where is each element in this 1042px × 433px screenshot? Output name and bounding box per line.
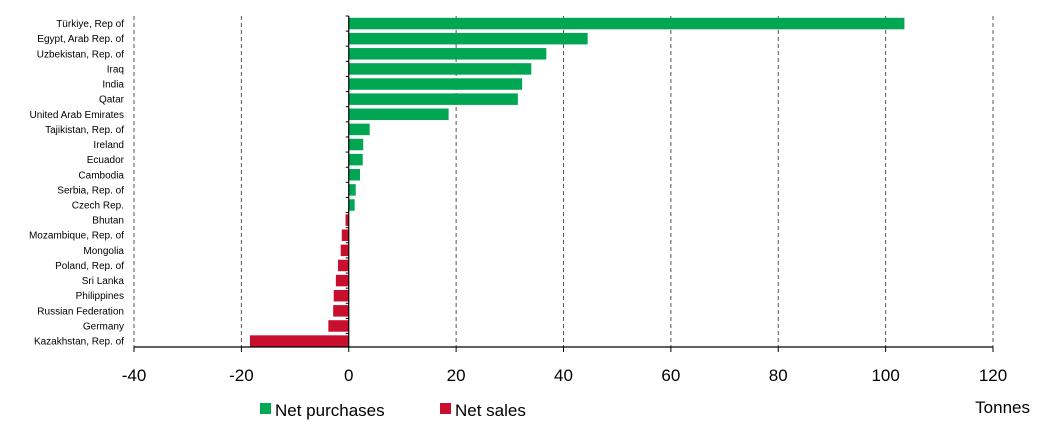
legend-label-0: Net purchases [275, 401, 385, 420]
x-axis-unit-label: Tonnes [975, 398, 1030, 417]
x-tick-labels: -40 -20 0 20 40 60 80 100 120 [122, 366, 1007, 385]
category-label-1: Egypt, Arab Rep. of [37, 34, 124, 45]
category-label-12: Czech Rep. [72, 201, 124, 212]
x-tick-label-0: -40 [122, 366, 147, 385]
axes [133, 15, 994, 352]
x-tick-label-6: 80 [769, 366, 788, 385]
bar-21 [249, 335, 349, 347]
bar-5 [348, 93, 518, 105]
bar-0 [348, 17, 905, 30]
legend-swatch-0 [260, 403, 271, 414]
bar-18 [333, 289, 349, 302]
legend-swatch-1 [440, 403, 451, 414]
category-label-14: Mozambique, Rep. of [29, 231, 124, 242]
bar-15 [340, 244, 349, 257]
bar-8 [348, 138, 364, 151]
gridlines [133, 16, 994, 347]
legend-label-1: Net sales [455, 401, 526, 420]
x-tick-label-8: 120 [979, 366, 1007, 385]
bar-3 [348, 63, 532, 75]
bar-12 [348, 199, 355, 211]
category-label-11: Serbia, Rep. of [57, 185, 124, 196]
x-tick-label-3: 20 [447, 366, 466, 385]
category-label-8: Ireland [93, 140, 124, 151]
bar-19 [333, 305, 349, 317]
category-label-21: Kazakhstan, Rep. of [34, 337, 124, 348]
bar-4 [348, 78, 523, 90]
bar-20 [328, 320, 349, 332]
category-label-15: Mongolia [83, 246, 124, 257]
bar-6 [348, 108, 449, 121]
category-label-10: Cambodia [78, 170, 124, 181]
category-label-5: Qatar [99, 95, 125, 106]
x-tick-label-5: 60 [661, 366, 680, 385]
category-label-17: Sri Lanka [82, 276, 125, 287]
bar-10 [348, 169, 361, 181]
bar-17 [335, 274, 349, 287]
category-label-6: United Arab Emirates [30, 110, 125, 121]
bar-2 [348, 48, 547, 60]
bar-9 [348, 153, 363, 166]
category-label-0: Türkiye, Rep of [56, 19, 124, 30]
bars [249, 17, 905, 347]
category-labels: Türkiye, Rep of Egypt, Arab Rep. of Uzbeki… [29, 19, 125, 348]
x-tick-label-4: 40 [554, 366, 573, 385]
category-label-20: Germany [83, 321, 124, 332]
bar-13 [345, 214, 349, 226]
category-label-3: Iraq [107, 64, 124, 75]
x-tick-label-2: 0 [344, 366, 353, 385]
x-tick-label-1: -20 [229, 366, 254, 385]
category-label-7: Tajikistan, Rep. of [45, 125, 124, 136]
bar-16 [338, 259, 349, 272]
bar-1 [348, 32, 588, 45]
x-tick-label-7: 100 [871, 366, 899, 385]
legend: Net purchases Net sales [260, 401, 526, 420]
category-label-13: Bhutan [92, 216, 124, 227]
category-label-16: Poland, Rep. of [55, 261, 124, 272]
category-label-9: Ecuador [87, 155, 125, 166]
bar-11 [348, 184, 356, 196]
category-label-2: Uzbekistan, Rep. of [37, 49, 124, 60]
bar-7 [348, 123, 370, 136]
category-label-4: India [102, 80, 124, 91]
bar-14 [341, 229, 349, 241]
category-label-19: Russian Federation [37, 306, 124, 317]
category-label-18: Philippines [76, 291, 124, 302]
